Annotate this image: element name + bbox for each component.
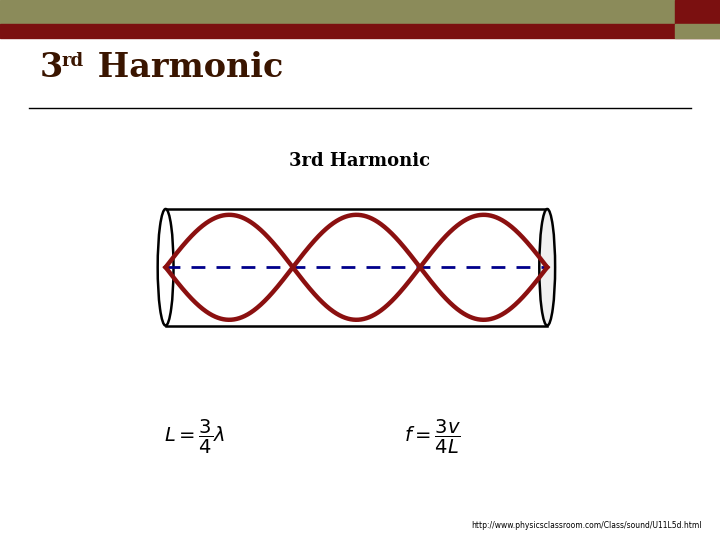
Text: Harmonic: Harmonic [86, 51, 284, 84]
Bar [166, 209, 547, 326]
Text: rd: rd [61, 52, 84, 70]
Bar [0, 24, 720, 38]
Text: $L = \dfrac{3}{4}\lambda$: $L = \dfrac{3}{4}\lambda$ [164, 418, 225, 456]
Ellipse shape [539, 209, 555, 326]
Bar [0, 0, 675, 24]
Text: http://www.physicsclassroom.com/Class/sound/U11L5d.html: http://www.physicsclassroom.com/Class/so… [472, 521, 702, 530]
Text: 3rd Harmonic: 3rd Harmonic [289, 152, 431, 170]
Bar [675, 0, 720, 24]
Ellipse shape [158, 209, 174, 326]
Text: 3: 3 [40, 51, 63, 84]
Bar [675, 24, 720, 38]
Text: $f = \dfrac{3v}{4L}$: $f = \dfrac{3v}{4L}$ [403, 418, 461, 456]
